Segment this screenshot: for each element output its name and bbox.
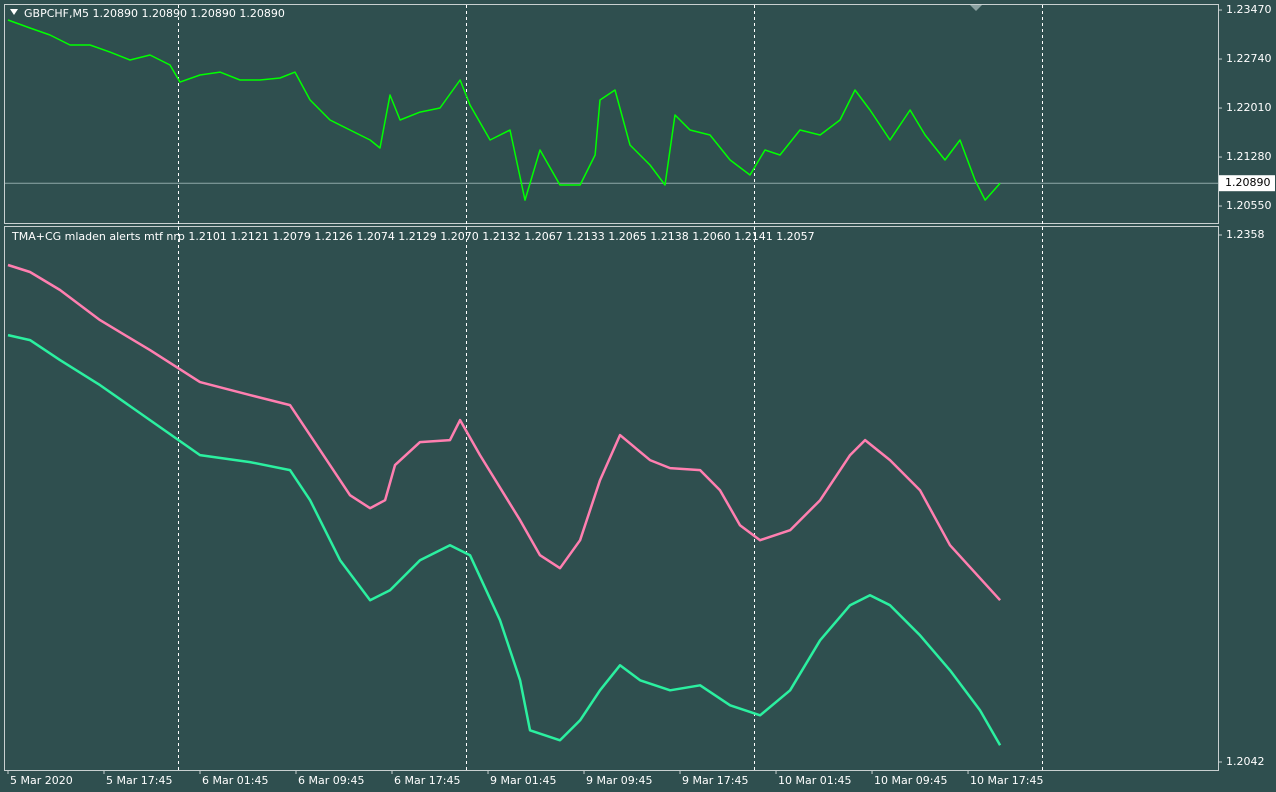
indicator-title: TMA+CG mladen alerts mtf nrp 1.2101 1.21…	[11, 230, 815, 243]
x-tick-label: 5 Mar 2020	[10, 774, 73, 787]
y-tick-label: 1.23470	[1226, 3, 1272, 16]
y-tick-label: 1.22740	[1226, 52, 1272, 65]
x-tick-label: 6 Mar 01:45	[202, 774, 268, 787]
x-tick-label: 10 Mar 01:45	[778, 774, 851, 787]
last-price-label: 1.20890	[1225, 176, 1271, 189]
y-tick-label: 1.2042	[1226, 755, 1265, 768]
y-tick-label: 1.20550	[1226, 199, 1272, 212]
y-tick-label: 1.22010	[1226, 101, 1272, 114]
series-line	[7, 263, 1002, 602]
series-line	[7, 333, 1002, 746]
y-tick-label: 1.2358	[1226, 228, 1265, 241]
x-tick-label: 9 Mar 17:45	[682, 774, 748, 787]
symbol-title: GBPCHF,M5 1.20890 1.20890 1.20890 1.2089…	[24, 7, 285, 20]
x-tick-label: 6 Mar 17:45	[394, 774, 460, 787]
day-separators	[178, 5, 1043, 770]
series-line	[7, 19, 1001, 201]
x-tick-label: 10 Mar 09:45	[874, 774, 947, 787]
indicator-panel	[4, 226, 1219, 771]
price-panel	[4, 4, 1219, 224]
x-tick-label: 10 Mar 17:45	[970, 774, 1043, 787]
menu-triangle[interactable]	[10, 9, 18, 15]
x-tick-label: 5 Mar 17:45	[106, 774, 172, 787]
last-price-box	[1219, 175, 1275, 192]
x-tick-label: 6 Mar 09:45	[298, 774, 364, 787]
x-tick-label: 9 Mar 09:45	[586, 774, 652, 787]
shift-marker	[970, 5, 982, 11]
y-tick-label: 1.21280	[1226, 150, 1272, 163]
x-tick-label: 9 Mar 01:45	[490, 774, 556, 787]
